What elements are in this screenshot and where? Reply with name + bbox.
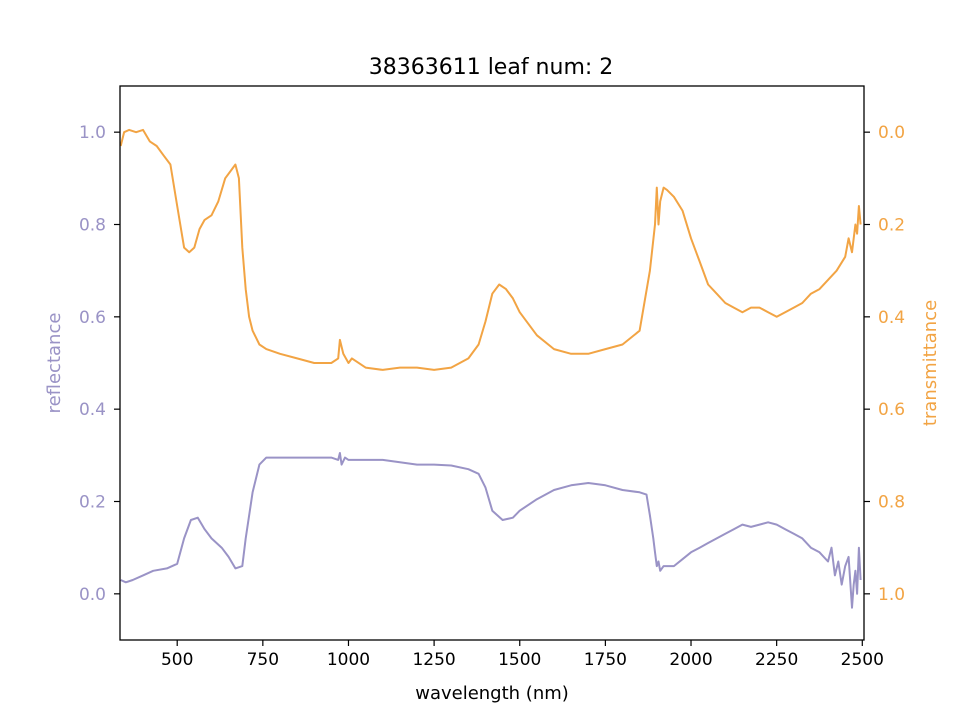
x-tick-label: 750 — [247, 650, 279, 670]
y-right-tick-label: 0.2 — [878, 216, 905, 236]
transmittance-line — [119, 128, 862, 371]
x-tick-label: 1750 — [584, 650, 627, 670]
y-right-tick-label: 0.4 — [878, 308, 905, 328]
y-left-tick-label: 1.0 — [79, 123, 106, 143]
x-tick-label: 2000 — [669, 650, 712, 670]
x-tick-label: 1000 — [327, 650, 370, 670]
x-tick-label: 1250 — [412, 650, 455, 670]
x-tick-label: 500 — [161, 650, 193, 670]
plot-area — [119, 85, 865, 641]
y-left-tick-label: 0.2 — [79, 493, 106, 513]
y-right-tick-label: 1.0 — [878, 585, 905, 605]
axes-frame — [119, 85, 865, 641]
y-axis-right-label: transmittance — [920, 300, 941, 426]
x-axis-label: wavelength (nm) — [415, 683, 569, 704]
y-right-tick-label: 0.6 — [878, 400, 905, 420]
y-left-tick-label: 0.6 — [79, 308, 106, 328]
chart-title: 38363611 leaf num: 2 — [369, 55, 614, 80]
reflectance-line — [120, 452, 862, 609]
y-left-tick-label: 0.8 — [79, 216, 106, 236]
series-layer — [119, 128, 862, 609]
x-tick-label: 2250 — [755, 650, 798, 670]
y-axis-left: 0.0 0.2 0.4 0.6 0.8 1.0 — [79, 123, 120, 605]
y-axis-right: 0.0 0.2 0.4 0.6 0.8 1.0 — [864, 123, 905, 605]
y-left-tick-label: 0.0 — [79, 585, 106, 605]
y-left-tick-label: 0.4 — [79, 400, 106, 420]
y-right-tick-label: 0.0 — [878, 123, 905, 143]
x-axis: 500 750 1000 1250 1500 1750 2000 2250 2500 — [161, 640, 884, 670]
x-tick-label: 1500 — [498, 650, 541, 670]
x-tick-label: 2500 — [841, 650, 884, 670]
y-axis-left-label: reflectance — [44, 313, 65, 414]
y-right-tick-label: 0.8 — [878, 493, 905, 513]
